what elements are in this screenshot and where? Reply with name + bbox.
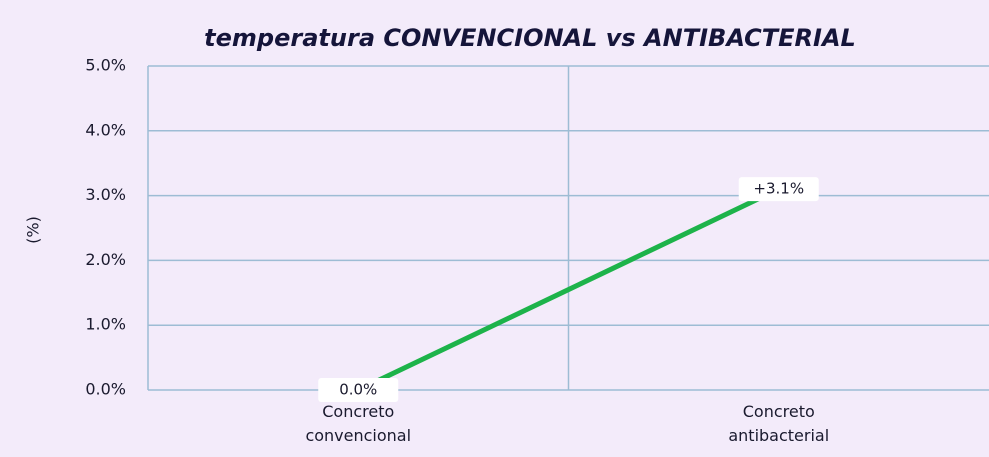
y-tick-label: 4.0% [85,120,126,139]
chart-title: temperatura CONVENCIONAL vs ANTIBACTERIA… [204,24,856,52]
x-tick-label: Concreto antibacterial [728,402,830,445]
value-label: 0.0% [339,381,377,399]
y-tick-label: 3.0% [85,185,126,204]
y-tick-label: 1.0% [85,315,126,334]
y-tick-label: 0.0% [85,380,126,399]
x-tick-label: Concreto convencional [305,402,412,445]
value-label: +3.1% [753,180,804,198]
value-label-bg [738,177,819,202]
line [357,186,780,393]
y-tick-label: 5.0% [85,56,126,75]
value-label-bg [318,378,399,402]
y-tick-label: 2.0% [85,250,126,269]
y-axis-label: (%) [24,216,43,244]
